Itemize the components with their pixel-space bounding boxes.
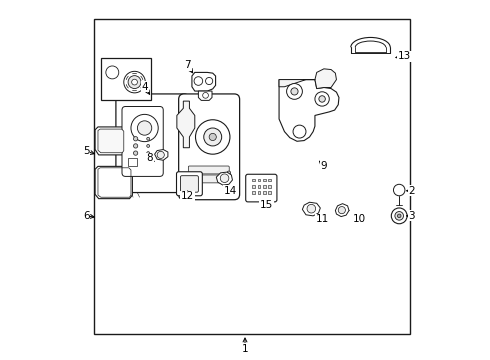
Bar <box>258 185 260 188</box>
Circle shape <box>397 214 401 218</box>
Bar <box>269 179 271 181</box>
Polygon shape <box>192 72 216 91</box>
Circle shape <box>157 151 164 158</box>
Circle shape <box>133 144 138 148</box>
Circle shape <box>194 77 203 85</box>
Text: 7: 7 <box>184 60 191 70</box>
Bar <box>128 158 137 166</box>
Text: 1: 1 <box>242 343 248 354</box>
Circle shape <box>315 92 329 106</box>
Circle shape <box>220 174 229 183</box>
FancyBboxPatch shape <box>180 176 198 192</box>
FancyBboxPatch shape <box>122 107 163 176</box>
Polygon shape <box>335 204 349 217</box>
Text: 2: 2 <box>409 186 415 196</box>
Bar <box>252 192 255 194</box>
Text: 4: 4 <box>141 82 148 92</box>
Circle shape <box>133 151 138 155</box>
Text: 8: 8 <box>147 153 153 163</box>
Bar <box>101 58 151 100</box>
Circle shape <box>307 204 316 213</box>
Polygon shape <box>95 166 132 199</box>
Polygon shape <box>98 129 124 153</box>
Circle shape <box>128 76 141 89</box>
FancyBboxPatch shape <box>179 94 240 200</box>
FancyBboxPatch shape <box>176 172 202 196</box>
Bar <box>95 19 410 334</box>
Text: 3: 3 <box>409 211 415 221</box>
Circle shape <box>393 184 405 196</box>
FancyBboxPatch shape <box>245 174 277 202</box>
Circle shape <box>106 66 119 79</box>
Bar <box>263 185 266 188</box>
Text: 5: 5 <box>83 146 90 156</box>
Circle shape <box>147 152 149 154</box>
Bar <box>269 192 271 194</box>
Circle shape <box>147 137 149 140</box>
Text: 9: 9 <box>320 161 327 171</box>
Circle shape <box>227 185 231 189</box>
Circle shape <box>133 136 138 141</box>
Circle shape <box>227 178 231 182</box>
Circle shape <box>205 77 213 85</box>
Text: 14: 14 <box>224 186 237 196</box>
Polygon shape <box>302 202 320 216</box>
Circle shape <box>319 96 325 102</box>
Circle shape <box>196 120 230 154</box>
Text: 13: 13 <box>398 51 411 61</box>
Bar <box>263 192 266 194</box>
Circle shape <box>227 171 231 175</box>
Text: 12: 12 <box>181 191 194 201</box>
Circle shape <box>203 93 208 98</box>
Circle shape <box>209 134 216 140</box>
FancyBboxPatch shape <box>188 175 229 183</box>
Bar <box>258 192 260 194</box>
Bar <box>190 176 199 184</box>
Polygon shape <box>216 172 232 185</box>
Text: 15: 15 <box>260 200 273 210</box>
Polygon shape <box>177 101 195 148</box>
Bar <box>269 185 271 188</box>
Text: 11: 11 <box>316 215 329 224</box>
Text: 10: 10 <box>353 215 367 224</box>
Polygon shape <box>95 127 126 155</box>
Circle shape <box>291 88 298 95</box>
Bar <box>263 179 266 181</box>
Polygon shape <box>279 80 339 141</box>
Circle shape <box>132 79 137 85</box>
Polygon shape <box>279 69 337 89</box>
Circle shape <box>392 208 407 224</box>
Circle shape <box>338 207 345 214</box>
FancyBboxPatch shape <box>188 166 229 174</box>
Polygon shape <box>155 149 168 160</box>
FancyBboxPatch shape <box>116 94 190 193</box>
Text: 6: 6 <box>83 211 90 221</box>
Circle shape <box>124 71 146 93</box>
Bar <box>252 185 255 188</box>
Circle shape <box>204 128 221 146</box>
Circle shape <box>147 144 149 147</box>
Circle shape <box>293 125 306 138</box>
Bar <box>258 179 260 181</box>
Circle shape <box>131 114 158 141</box>
Bar <box>252 179 255 181</box>
Circle shape <box>287 84 302 99</box>
Polygon shape <box>198 91 212 100</box>
Circle shape <box>137 121 152 135</box>
Circle shape <box>395 212 403 220</box>
